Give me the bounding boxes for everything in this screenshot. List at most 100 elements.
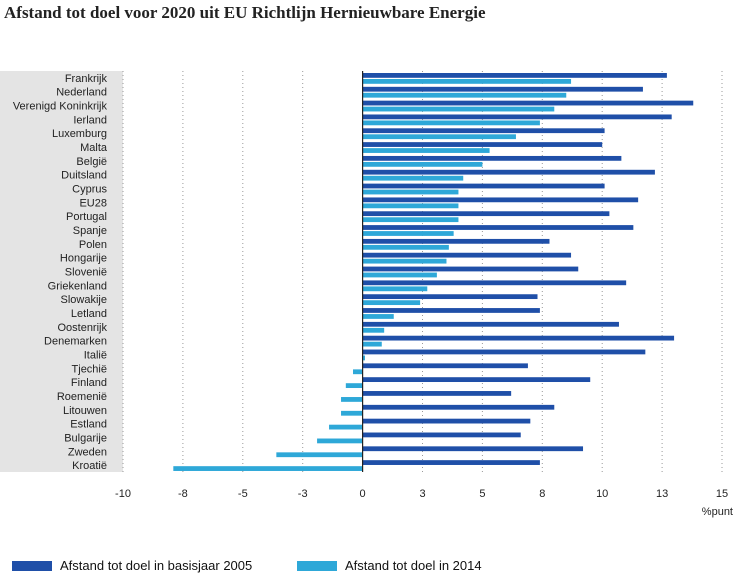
category-label-20: Italië	[84, 349, 107, 361]
category-label-27: Zweden	[68, 446, 107, 458]
bar-2005-7	[362, 169, 655, 175]
bar-2014-7	[362, 175, 464, 181]
bar-2005-23	[362, 391, 512, 396]
category-label-12: Polen	[79, 239, 107, 251]
category-label-0: Frankrijk	[65, 73, 108, 85]
bar-2014-5	[362, 148, 490, 153]
bar-2014-27	[276, 452, 363, 458]
category-label-17: Letland	[71, 308, 107, 320]
category-label-24: Litouwen	[63, 405, 107, 417]
bar-2005-15	[362, 280, 627, 286]
bar-2014-14	[362, 272, 437, 278]
bar-2005-27	[362, 446, 584, 452]
bar-2005-20	[362, 349, 646, 355]
bar-2005-26	[362, 432, 521, 438]
bar-2005-0	[362, 73, 667, 78]
legend: Afstand tot doel in basisjaar 2005 Afsta…	[0, 558, 750, 580]
x-tick-label-3: -3	[298, 488, 308, 500]
category-label-6: België	[76, 156, 107, 168]
legend-swatch-2005	[12, 560, 52, 571]
legend-item-2014: Afstand tot doel in 2014	[297, 558, 482, 573]
bar-2005-21	[362, 363, 528, 369]
bar-2005-5	[362, 142, 603, 147]
category-label-10: Portugal	[66, 211, 107, 223]
category-label-7: Duitsland	[61, 170, 107, 182]
x-tick-label-7: 8	[539, 488, 545, 500]
bar-2014-3	[362, 120, 540, 126]
bar-2005-24	[362, 404, 555, 410]
x-axis-unit-label: %punt	[702, 506, 733, 518]
bar-2014-6	[362, 161, 483, 167]
x-tick-label-8: 10	[596, 488, 608, 500]
bar-2014-1	[362, 92, 567, 98]
category-label-16: Slowakije	[61, 294, 107, 306]
bar-2014-19	[362, 341, 382, 347]
bar-2014-20	[362, 355, 365, 361]
category-label-1: Nederland	[56, 87, 107, 99]
bar-2014-8	[362, 189, 459, 195]
bar-2014-10	[362, 217, 459, 223]
bar-2005-11	[362, 225, 634, 230]
bar-2005-8	[362, 183, 605, 189]
x-tick-label-1: -8	[178, 488, 188, 500]
bar-2005-3	[362, 114, 672, 120]
bar-2005-6	[362, 155, 622, 161]
category-label-21: Tjechië	[72, 363, 107, 375]
bar-2014-4	[362, 134, 516, 140]
x-tick-label-4: 0	[360, 488, 366, 500]
bar-2005-4	[362, 128, 605, 134]
bar-2014-25	[329, 424, 363, 430]
bar-2005-16	[362, 294, 538, 300]
bar-2014-22	[345, 383, 363, 389]
bar-2005-12	[362, 238, 550, 244]
bar-2014-2	[362, 106, 555, 112]
x-tick-label-10: 15	[716, 488, 728, 500]
legend-label-2005: Afstand tot doel in basisjaar 2005	[60, 558, 253, 573]
x-tick-label-9: 13	[656, 488, 668, 500]
x-tick-label-6: 5	[479, 488, 485, 500]
bar-2014-24	[341, 410, 363, 416]
bar-2014-28	[173, 466, 363, 471]
bar-2014-21	[353, 369, 363, 375]
x-tick-label-0: -10	[115, 488, 131, 500]
bar-2005-14	[362, 266, 579, 272]
category-label-5: Malta	[80, 142, 108, 154]
category-label-panel	[0, 71, 123, 472]
bar-2005-13	[362, 252, 572, 258]
category-label-15: Griekenland	[48, 280, 107, 292]
bar-chart: Frankrijk Nederland Verenigd KoninkrijkIer…	[0, 71, 733, 518]
bar-2014-17	[362, 314, 394, 319]
bar-2014-13	[362, 258, 447, 264]
bar-2014-16	[362, 300, 421, 306]
bar-2014-12	[362, 244, 449, 250]
bar-2014-26	[317, 438, 363, 444]
category-label-28: Kroatië	[72, 460, 107, 472]
x-tick-label-5: 3	[419, 488, 425, 500]
bar-2014-18	[362, 327, 385, 333]
category-label-3: Ierland	[73, 114, 107, 126]
category-label-22: Finland	[71, 377, 107, 389]
category-label-8: Cyprus	[72, 184, 107, 196]
bar-2014-9	[362, 203, 459, 209]
bar-2005-25	[362, 418, 531, 424]
bar-2005-22	[362, 377, 591, 383]
legend-item-2005: Afstand tot doel in basisjaar 2005	[12, 558, 252, 573]
bar-2005-28	[362, 460, 540, 465]
bar-2005-18	[362, 321, 619, 327]
legend-swatch-2014	[297, 560, 337, 571]
category-label-14: Slovenië	[65, 267, 107, 279]
bar-2005-19	[362, 335, 675, 341]
category-label-23: Roemenië	[57, 391, 107, 403]
bar-2014-0	[362, 79, 572, 84]
category-label-19: Denemarken	[44, 336, 107, 348]
legend-label-2014: Afstand tot doel in 2014	[345, 558, 482, 573]
x-tick-label-2: -5	[238, 488, 248, 500]
category-label-26: Bulgarije	[64, 432, 107, 444]
category-label-2: Verenigd Koninkrijk	[13, 101, 108, 113]
bar-2005-2	[362, 100, 694, 106]
category-label-25: Estland	[70, 419, 107, 431]
bar-2005-10	[362, 211, 610, 217]
bar-2005-1	[362, 86, 643, 92]
category-label-11: Spanje	[73, 225, 107, 237]
bar-2014-15	[362, 286, 428, 292]
